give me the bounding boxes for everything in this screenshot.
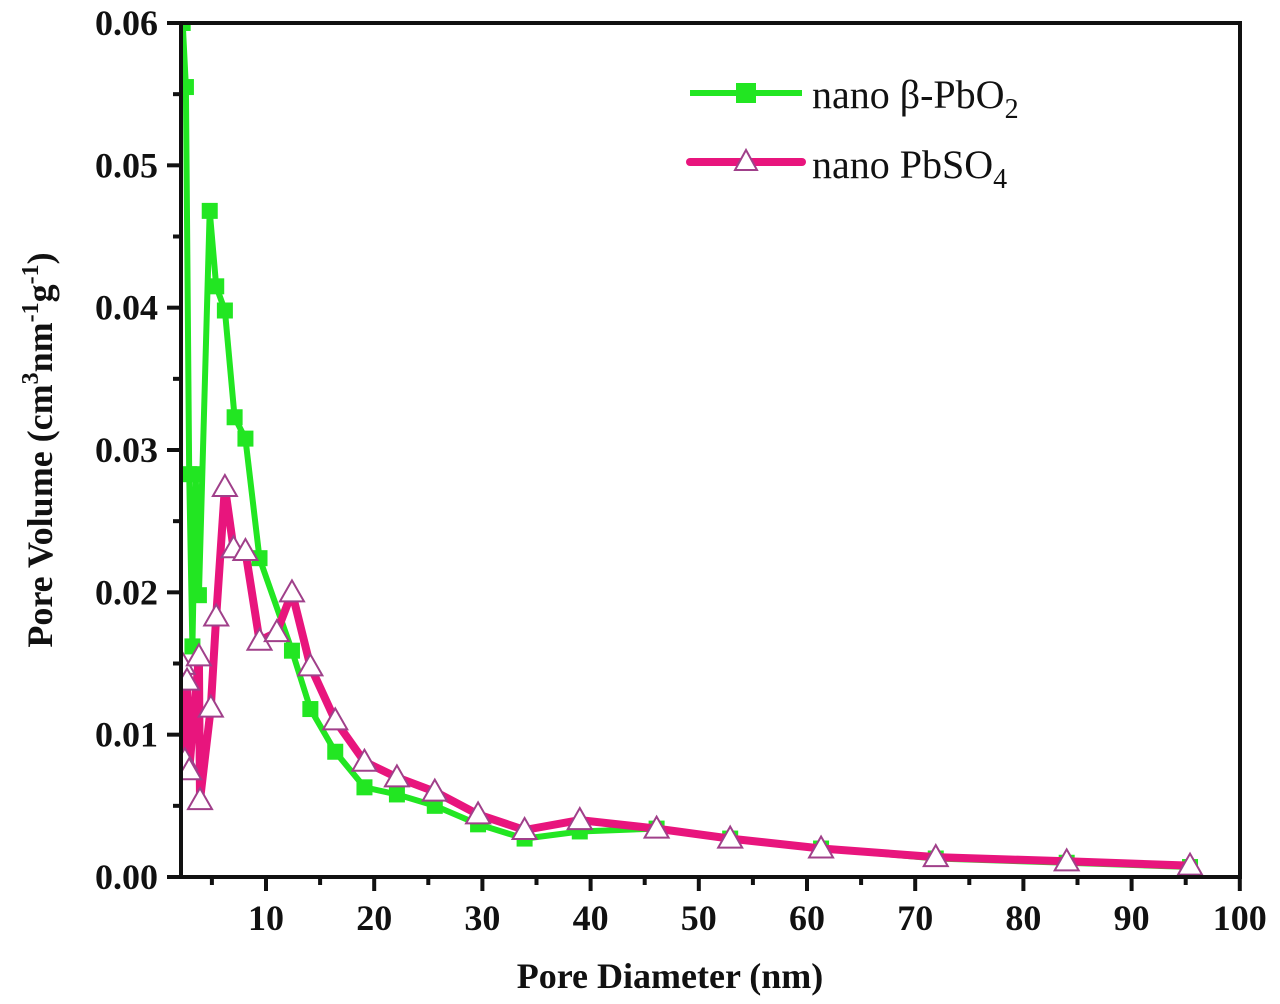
data-point bbox=[283, 642, 300, 659]
y-tick-label: 0.03 bbox=[95, 430, 158, 470]
y-tick-label: 0.01 bbox=[95, 715, 158, 755]
data-point bbox=[302, 701, 319, 718]
data-point bbox=[510, 816, 539, 841]
x-tick-label: 30 bbox=[464, 898, 500, 938]
data-point bbox=[181, 79, 194, 96]
data-point bbox=[208, 278, 225, 295]
data-point bbox=[388, 786, 405, 803]
data-point bbox=[464, 800, 492, 825]
data-point bbox=[186, 786, 214, 811]
data-point bbox=[181, 21, 191, 31]
data-point bbox=[716, 824, 744, 849]
x-tick-label: 10 bbox=[248, 898, 284, 938]
data-point bbox=[321, 706, 349, 731]
data-point bbox=[263, 618, 291, 643]
x-tick-label: 90 bbox=[1114, 898, 1150, 938]
x-tick-label: 20 bbox=[356, 898, 392, 938]
data-point bbox=[211, 472, 239, 498]
x-tick-label: 50 bbox=[681, 898, 717, 938]
x-tick-label: 70 bbox=[897, 898, 933, 938]
series-1 bbox=[181, 472, 1204, 876]
data-point bbox=[202, 602, 230, 627]
square-marker-icon bbox=[736, 83, 756, 103]
series-layer bbox=[181, 21, 1204, 876]
y-tick-label: 0.06 bbox=[95, 3, 158, 43]
data-point bbox=[181, 756, 203, 781]
data-point bbox=[383, 763, 411, 788]
x-tick-label: 40 bbox=[573, 898, 609, 938]
legend: nano β-PbO2 nano PbSO4 bbox=[686, 72, 1019, 195]
data-point bbox=[226, 409, 243, 426]
data-point bbox=[278, 578, 306, 603]
y-tick-label: 0.00 bbox=[95, 857, 158, 897]
data-point bbox=[296, 652, 325, 677]
y-tick-label: 0.04 bbox=[95, 288, 158, 328]
data-point bbox=[350, 747, 379, 772]
data-point bbox=[1176, 851, 1204, 876]
x-tick-label: 80 bbox=[1005, 898, 1041, 938]
triangle-marker-icon bbox=[733, 147, 759, 171]
data-point bbox=[187, 466, 204, 483]
y-axis-title: Pore Volume (cm3nm-1g-1) bbox=[18, 252, 60, 647]
legend-item-pbso4: nano PbSO4 bbox=[686, 142, 1007, 195]
x-axis-title: Pore Diameter (nm) bbox=[517, 956, 824, 996]
data-point bbox=[231, 537, 260, 562]
data-point bbox=[642, 814, 671, 839]
data-point bbox=[807, 834, 835, 859]
legend-label-pbso4: nano PbSO4 bbox=[812, 142, 1007, 195]
data-point bbox=[1052, 847, 1081, 872]
data-point bbox=[197, 693, 225, 718]
data-point bbox=[251, 550, 268, 567]
data-point bbox=[190, 587, 207, 604]
data-point bbox=[566, 806, 594, 831]
y-tick-label: 0.05 bbox=[95, 145, 158, 185]
data-point bbox=[327, 743, 344, 760]
y-axis-ticks: 0.00 0.01 0.02 0.03 0.04 0.05 0.06 bbox=[95, 3, 181, 897]
data-point bbox=[185, 642, 213, 667]
series-0 bbox=[181, 21, 1199, 876]
legend-item-pbo2: nano β-PbO2 bbox=[690, 72, 1019, 125]
data-point bbox=[426, 797, 443, 814]
x-axis-ticks: 10 20 30 40 50 60 70 80 90 100 bbox=[209, 877, 1267, 938]
x-tick-label: 60 bbox=[789, 898, 825, 938]
data-point bbox=[356, 779, 373, 796]
x-tick-label: 100 bbox=[1213, 898, 1267, 938]
data-point bbox=[201, 202, 218, 219]
data-point bbox=[237, 430, 254, 447]
data-point bbox=[216, 302, 233, 319]
data-point bbox=[421, 777, 449, 802]
data-point bbox=[922, 843, 950, 868]
y-tick-label: 0.02 bbox=[95, 572, 158, 612]
legend-label-pbo2: nano β-PbO2 bbox=[812, 72, 1019, 125]
